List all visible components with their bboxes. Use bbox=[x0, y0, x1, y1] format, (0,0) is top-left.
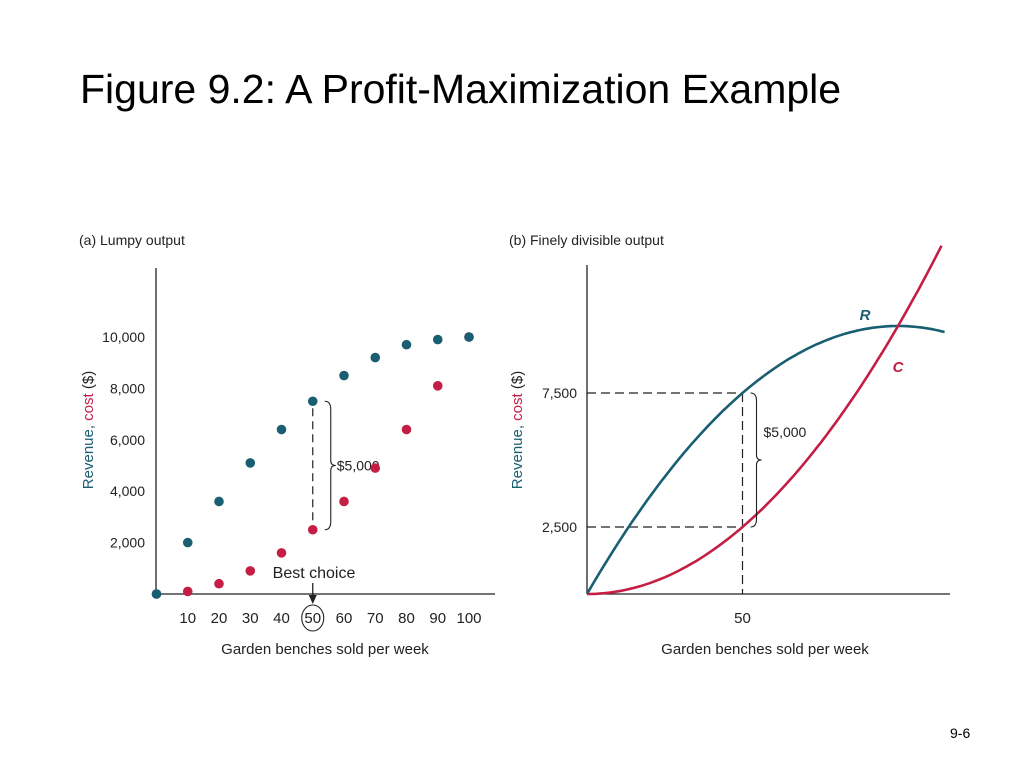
cost-point bbox=[214, 578, 224, 589]
panel-a-x-tick-label: 50 bbox=[304, 610, 321, 627]
cost-point bbox=[182, 586, 193, 597]
best-choice-circle bbox=[301, 604, 325, 632]
page-number: 9-6 bbox=[950, 725, 971, 741]
revenue-curve-label: R bbox=[860, 307, 871, 324]
revenue-point bbox=[245, 458, 256, 468]
panel-b-x-axis-label: Garden benches sold per week bbox=[661, 641, 869, 658]
revenue-point bbox=[214, 496, 224, 507]
y-label-revenue-part: Revenue bbox=[80, 429, 97, 489]
panel-b-x-tick-label: 50 bbox=[734, 610, 751, 627]
y-label-comma-part: , bbox=[509, 421, 526, 429]
cost-point bbox=[432, 381, 443, 391]
panel-a-x-tick-label: 30 bbox=[242, 610, 259, 627]
y-label-unit-part: ($) bbox=[80, 371, 97, 394]
revenue-point bbox=[432, 334, 443, 345]
cost-point bbox=[276, 548, 287, 558]
cost-point bbox=[339, 496, 349, 507]
revenue-point bbox=[182, 537, 193, 548]
cost-curve bbox=[587, 245, 943, 596]
panel-a-x-tick-label: 20 bbox=[211, 610, 228, 627]
panel-b-profit-label: $5,000 bbox=[764, 424, 807, 440]
panel-a-x-tick-label: 10 bbox=[179, 610, 196, 627]
panel-a-x-tick-label: 90 bbox=[429, 610, 446, 627]
panel-a-y-tick-label: 2,000 bbox=[110, 535, 145, 551]
cost-curve-label: C bbox=[893, 359, 905, 376]
panel-b-y-axis-label: Revenue, cost ($) bbox=[509, 371, 526, 489]
best-choice-arrow-head bbox=[308, 595, 317, 604]
panel-a-profit-brace bbox=[324, 400, 336, 531]
revenue-point bbox=[401, 339, 412, 350]
revenue-point bbox=[151, 589, 162, 599]
y-label-cost-part: cost bbox=[509, 392, 526, 420]
y-label-cost-part: cost bbox=[80, 392, 97, 420]
panel-a-x-tick-label: 100 bbox=[456, 610, 481, 627]
panel-a-y-tick-label: 6,000 bbox=[110, 432, 145, 448]
panel-b-y-tick-label: 7,500 bbox=[542, 385, 577, 401]
revenue-curve bbox=[585, 324, 945, 595]
cost-point bbox=[307, 524, 318, 535]
cost-point bbox=[370, 463, 381, 473]
panel-a-y-axis-label: Revenue, cost ($) bbox=[80, 371, 97, 489]
cost-point bbox=[401, 424, 412, 435]
panel-a-y-tick-label: 8,000 bbox=[110, 380, 145, 396]
panel-a-y-tick-label: 10,000 bbox=[102, 329, 145, 345]
y-label-comma-part: , bbox=[80, 421, 97, 429]
y-label-unit-part: ($) bbox=[509, 371, 526, 394]
revenue-point bbox=[339, 370, 349, 381]
revenue-point bbox=[307, 396, 318, 407]
revenue-point bbox=[464, 332, 474, 342]
panel-a-x-tick-label: 70 bbox=[367, 610, 384, 627]
panel-a-x-tick-label: 80 bbox=[398, 610, 415, 627]
panel-a-x-tick-label: 60 bbox=[336, 610, 353, 627]
panel-b-profit-brace bbox=[750, 392, 762, 528]
panel-a-x-axis-label: Garden benches sold per week bbox=[221, 641, 429, 658]
revenue-point bbox=[370, 352, 381, 363]
best-choice-label: Best choice bbox=[273, 565, 356, 582]
slide-title: Figure 9.2: A Profit-Maximization Exampl… bbox=[80, 66, 842, 112]
y-label-revenue-part: Revenue bbox=[509, 429, 526, 489]
cost-point bbox=[245, 566, 256, 576]
revenue-point bbox=[276, 424, 287, 435]
panel-a-x-tick-label: 40 bbox=[273, 610, 290, 627]
panel-a-title: (a) Lumpy output bbox=[79, 232, 185, 248]
panel-a-y-tick-label: 4,000 bbox=[110, 483, 145, 499]
panel-b-title: (b) Finely divisible output bbox=[509, 232, 664, 248]
chart-marks: 2,000 4,000 6,000 8,000 10,000 10 20 30 40 50 60 70… bbox=[102, 245, 950, 632]
panel-b-y-tick-label: 2,500 bbox=[542, 519, 577, 535]
panel-a-profit-label: $5,000 bbox=[337, 458, 380, 474]
